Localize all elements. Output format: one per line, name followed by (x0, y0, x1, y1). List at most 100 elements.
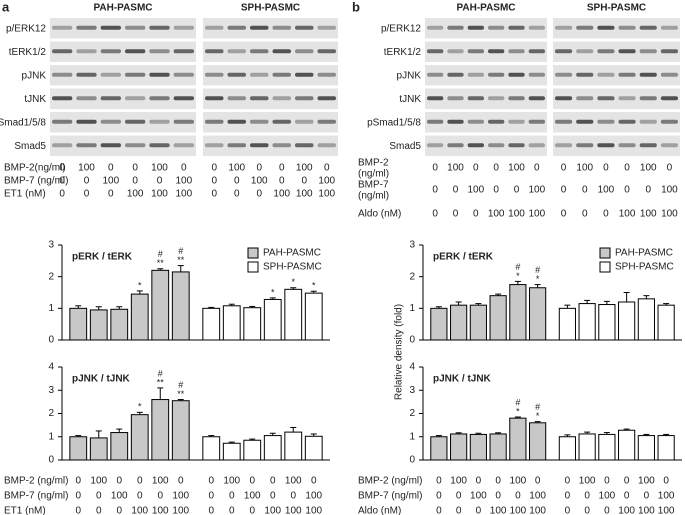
legend-swatch (247, 261, 259, 273)
blot-band (427, 96, 444, 101)
y-tick-label: 1 (409, 431, 415, 442)
blot-band (660, 49, 678, 54)
blot-band (149, 72, 170, 77)
bar (469, 433, 487, 461)
row-value: 100 (508, 163, 525, 174)
bar (578, 433, 596, 461)
bar (151, 399, 170, 461)
blot-band (250, 49, 269, 54)
bar (202, 307, 221, 341)
y-tick-label: 0 (48, 335, 54, 346)
row-value: 100 (318, 176, 335, 187)
blot-label: pSmad1/5/8 (0, 117, 46, 128)
row-value: 0 (229, 506, 235, 515)
significance: # (158, 249, 163, 259)
bar (657, 435, 675, 461)
y-tick-label: 3 (409, 240, 415, 251)
row-value: 0 (561, 209, 567, 220)
blot-band (528, 143, 545, 148)
blot (203, 41, 338, 62)
y-tick-label: 2 (48, 271, 54, 282)
row-value: 0 (582, 185, 588, 196)
blot-band (427, 143, 444, 148)
row-value: 0 (249, 476, 255, 487)
bar (578, 303, 596, 341)
blot-band (555, 25, 573, 30)
row-value: 100 (529, 506, 546, 515)
row-value: 0 (137, 491, 143, 502)
blot-band (639, 49, 657, 54)
blot-band (447, 49, 464, 54)
significance: # (158, 368, 163, 378)
blot-band (149, 25, 170, 30)
row-label: (ng/ml) (358, 169, 389, 180)
row-value: 0 (211, 176, 217, 187)
blot (425, 112, 547, 133)
row-value: 0 (270, 476, 276, 487)
row-value: 0 (644, 491, 650, 502)
row-value: 0 (565, 491, 571, 502)
bar (637, 298, 655, 341)
blot-band (639, 25, 657, 30)
legend-label: PAH-PASMC (615, 248, 673, 259)
row-value: 100 (102, 176, 119, 187)
row-value: 0 (432, 209, 438, 220)
blot-band (173, 96, 194, 101)
row-value: 0 (108, 163, 114, 174)
row-value: 0 (565, 506, 571, 515)
blot-band (639, 119, 657, 124)
row-value: 0 (473, 163, 479, 174)
row-value: 0 (256, 189, 262, 200)
row-value: 100 (273, 189, 290, 200)
blot-band (76, 119, 97, 124)
row-value: 100 (318, 189, 335, 200)
row-value: 100 (244, 491, 261, 502)
row-value: 0 (624, 163, 630, 174)
blot-band (205, 49, 224, 54)
bar (509, 417, 527, 461)
y-tick-label: 3 (48, 385, 54, 396)
y-tick-label: 0 (409, 455, 415, 466)
blot-band (76, 72, 97, 77)
blot (425, 135, 547, 156)
blot-band (250, 72, 269, 77)
significance: # (535, 402, 540, 412)
blot (50, 41, 196, 62)
bar (130, 293, 149, 341)
group-header: SPH-PASMC (241, 3, 300, 14)
blot-band (639, 143, 657, 148)
blot-band (125, 25, 146, 30)
bar (202, 436, 221, 461)
significance: * (516, 406, 520, 416)
blot (553, 65, 680, 86)
row-value: 100 (175, 189, 192, 200)
significance: ** (177, 255, 185, 265)
row-label: Aldo (nM) (358, 506, 401, 515)
row-value: 0 (663, 476, 669, 487)
blot-band (295, 72, 314, 77)
panel-letter: b (352, 0, 360, 14)
row-value: 100 (467, 185, 484, 196)
y-tick-label: 1 (409, 303, 415, 314)
blot-band (76, 143, 97, 148)
row-value: 0 (96, 491, 102, 502)
blot-band (660, 119, 678, 124)
significance: ** (177, 389, 185, 399)
blot-band (227, 96, 246, 101)
row-label: BMP-7 (ng/ml) (4, 491, 68, 502)
blot-band (639, 72, 657, 77)
blot-label: tERK1/2 (9, 47, 47, 58)
y-tick-label: 2 (409, 408, 415, 419)
blot-band (205, 72, 224, 77)
row-value: 0 (456, 491, 462, 502)
blot (425, 18, 547, 39)
bar (450, 433, 468, 461)
y-tick-label: 1 (48, 431, 54, 442)
blot-band (317, 72, 336, 77)
row-label: BMP-2 (ng/ml) (358, 476, 422, 487)
bar (657, 304, 675, 341)
blot-band (528, 96, 545, 101)
row-value: 0 (584, 491, 590, 502)
significance: # (535, 265, 540, 275)
row-value: 100 (285, 476, 302, 487)
